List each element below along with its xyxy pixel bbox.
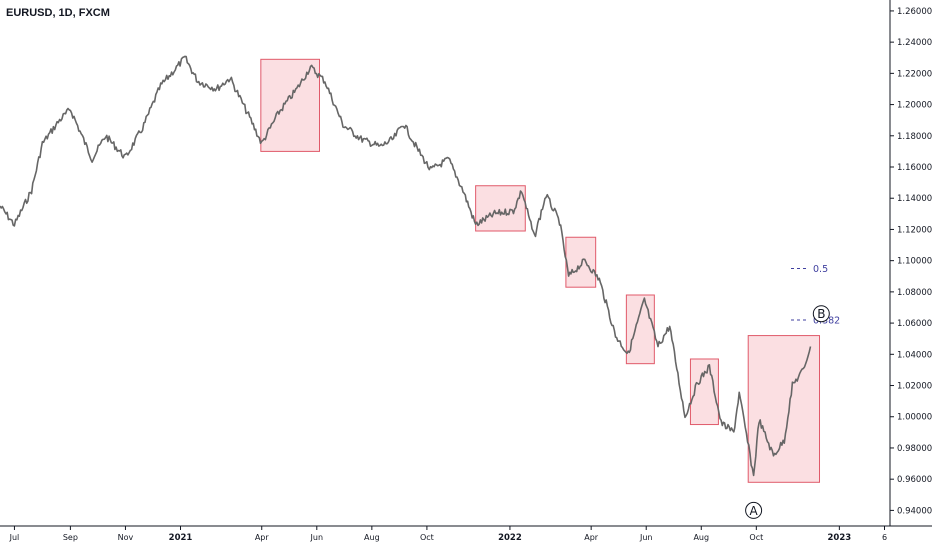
x-tick-label: Apr (255, 533, 270, 542)
y-tick-label: 0.94000 (897, 506, 932, 516)
y-tick-label: 1.22000 (897, 69, 932, 79)
y-tick-label: 1.18000 (897, 132, 932, 142)
range-box-6 (747, 335, 821, 483)
y-tick-label: 1.12000 (897, 225, 932, 235)
y-tick-label: 0.96000 (897, 475, 932, 485)
wave-label-A: A (750, 504, 759, 518)
range-box-2 (475, 185, 526, 232)
x-tick-label: Aug (693, 533, 709, 542)
price-line (0, 55, 812, 477)
x-axis: Jul Sep Nov 2021 Apr Jun Aug Oct 2022 Apr Jun Aug Oc… (9, 526, 887, 543)
x-tick-label: Jun (310, 533, 324, 542)
y-tick-label: 0.98000 (897, 444, 932, 454)
fib-levels: 0.5 0.382 (791, 264, 840, 326)
y-tick-label: 1.06000 (897, 319, 932, 329)
y-axis: 1.26000 1.24000 1.22000 1.20000 1.18000 1.160… (890, 7, 932, 516)
x-tick-label: Nov (118, 533, 134, 542)
x-tick-label: 2021 (169, 533, 193, 543)
x-tick-label: Jul (9, 533, 20, 542)
x-tick-label: Apr (584, 533, 599, 542)
wave-circle-A (745, 501, 763, 519)
fib-label-0.5: 0.5 (813, 264, 828, 275)
y-tick-label: 1.16000 (897, 163, 932, 173)
range-boxes (260, 58, 821, 483)
x-tick-label: 2022 (498, 533, 522, 543)
range-box-4 (625, 294, 655, 365)
price-series (0, 55, 812, 477)
wave-label-B: B (817, 307, 825, 321)
y-tick-label: 1.00000 (897, 413, 932, 423)
y-tick-label: 1.26000 (897, 7, 932, 17)
y-tick-label: 1.04000 (897, 350, 932, 360)
x-tick-label: 6 (882, 533, 887, 542)
y-tick-label: 1.02000 (897, 382, 932, 392)
x-tick-label: Oct (420, 533, 434, 542)
range-box-1 (260, 58, 320, 152)
wave-circle-B (812, 305, 830, 323)
x-tick-label: 2023 (828, 533, 852, 543)
y-tick-label: 1.20000 (897, 101, 932, 111)
x-tick-label: Aug (364, 533, 380, 542)
y-tick-label: 1.24000 (897, 38, 932, 48)
symbol-title: EURUSD, 1D, FXCM (6, 7, 110, 19)
x-tick-label: Jun (639, 533, 653, 542)
y-tick-label: 1.14000 (897, 194, 932, 204)
fib-label-0.382: 0.382 (813, 315, 840, 326)
range-box-3 (565, 236, 597, 288)
wave-labels: AB (745, 305, 830, 519)
y-tick-label: 1.10000 (897, 257, 932, 267)
y-tick-label: 1.08000 (897, 288, 932, 298)
x-tick-label: Oct (749, 533, 763, 542)
x-tick-label: Sep (63, 533, 78, 542)
